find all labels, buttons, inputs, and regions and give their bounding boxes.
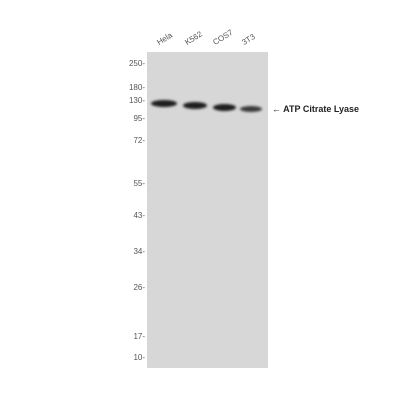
marker-55: 55- bbox=[133, 179, 145, 188]
lane-label-hela: Hela bbox=[155, 30, 174, 47]
marker-43: 43- bbox=[133, 211, 145, 220]
lane-label-cos7: COS7 bbox=[211, 27, 235, 47]
marker-130: 130- bbox=[128, 96, 145, 105]
target-annotation: ← ATP Citrate Lyase bbox=[272, 104, 360, 114]
marker-26: 26- bbox=[133, 283, 145, 292]
band-3t3 bbox=[240, 106, 262, 112]
marker-95: 95- bbox=[133, 114, 145, 123]
band-cos7 bbox=[213, 104, 236, 111]
lane-label-k562: K562 bbox=[183, 29, 204, 47]
marker-72: 72- bbox=[133, 136, 145, 145]
lane-label-3t3: 3T3 bbox=[240, 32, 257, 47]
marker-17: 17- bbox=[133, 332, 145, 341]
band-hela bbox=[151, 100, 177, 107]
marker-34: 34- bbox=[133, 247, 145, 256]
band-k562 bbox=[183, 102, 207, 109]
marker-180: 180- bbox=[128, 83, 145, 92]
marker-250: 250- bbox=[128, 59, 145, 68]
marker-10: 10- bbox=[133, 353, 145, 362]
